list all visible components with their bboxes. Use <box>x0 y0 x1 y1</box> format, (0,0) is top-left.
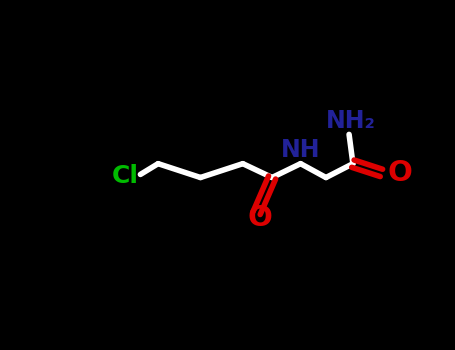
Text: O: O <box>388 159 412 187</box>
Text: NH₂: NH₂ <box>326 109 375 133</box>
Text: Cl: Cl <box>112 164 139 188</box>
Text: O: O <box>248 204 272 232</box>
Text: NH: NH <box>281 138 320 162</box>
